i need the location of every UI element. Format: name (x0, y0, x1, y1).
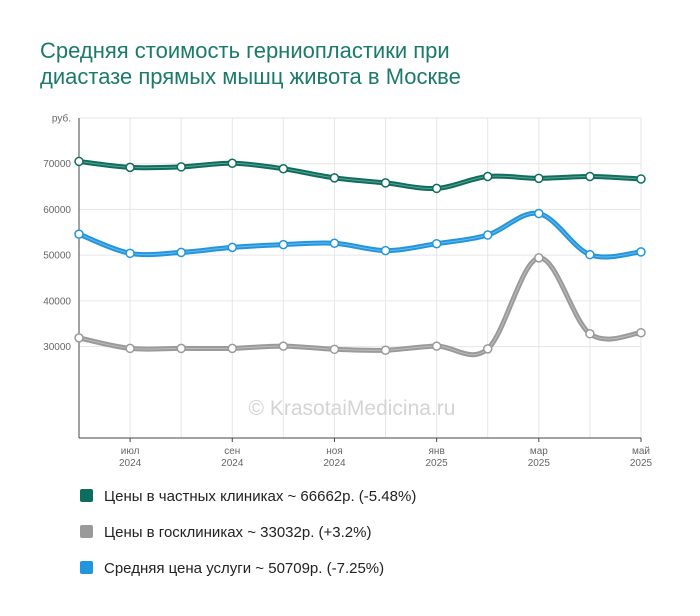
data-point-average[interactable] (278, 239, 289, 250)
legend-swatch-private (80, 489, 93, 502)
series-line-average (76, 210, 644, 260)
x-tick-label-year: 2025 (528, 458, 551, 469)
data-point-private[interactable] (585, 171, 595, 182)
series-layer (76, 158, 644, 358)
data-point-public[interactable] (278, 341, 289, 351)
x-tick-label-month: май (632, 446, 650, 457)
legend-swatch-average (80, 561, 93, 574)
x-tick-label-month: янв (429, 446, 445, 457)
y-tick-label: 70000 (43, 159, 71, 170)
data-point-public[interactable] (74, 333, 84, 343)
data-point-average[interactable] (636, 247, 646, 257)
data-point-private[interactable] (227, 158, 238, 169)
data-point-public[interactable] (176, 343, 186, 354)
series-line-public (76, 255, 644, 358)
data-point-average[interactable] (125, 248, 135, 259)
x-tick-label-year: 2024 (119, 458, 142, 469)
data-point-average[interactable] (176, 247, 186, 258)
data-point-private[interactable] (431, 183, 442, 194)
legend-label-public: Цены в госклиниках ~ 33032р. (+3.2%) (104, 524, 372, 541)
x-tick-label-month: мар (530, 446, 548, 457)
data-point-public[interactable] (482, 344, 493, 354)
data-point-average[interactable] (431, 238, 442, 249)
series-line-highlight-average (78, 212, 642, 258)
data-point-public[interactable] (380, 345, 391, 355)
data-point-private[interactable] (636, 174, 646, 184)
x-tick-label-month: сен (224, 446, 240, 457)
x-tick-label-year: 2024 (323, 458, 346, 469)
watermark: © KrasotaiMedicina.ru (249, 397, 456, 420)
y-tick-label: 40000 (43, 296, 71, 307)
data-point-private[interactable] (329, 173, 340, 183)
data-point-public[interactable] (329, 344, 340, 355)
data-point-private[interactable] (125, 162, 135, 173)
points-layer (74, 156, 646, 355)
legend-swatch-public (80, 525, 93, 538)
axis-layer: 3000040000500006000070000руб.июл2024сен2… (43, 113, 652, 470)
x-tick-label-year: 2025 (426, 458, 449, 469)
data-point-private[interactable] (380, 178, 391, 188)
data-point-average[interactable] (74, 229, 84, 239)
chart-title-line-2: диастазе прямых мышц живота в Москве (40, 64, 461, 89)
data-point-average[interactable] (482, 230, 493, 240)
x-tick-label-month: ноя (326, 446, 343, 457)
series-line-private (76, 158, 644, 192)
legend-label-average: Средняя цена услуги ~ 50709р. (-7.25%) (104, 560, 385, 577)
data-point-public[interactable] (431, 341, 442, 351)
chart-title: Средняя стоимость герниопластики при диа… (40, 38, 660, 90)
chart-title-line-1: Средняя стоимость герниопластики при (40, 38, 450, 63)
line-chart: 3000040000500006000070000руб.июл2024сен2… (43, 113, 652, 470)
data-point-average[interactable] (329, 238, 340, 249)
y-tick-label: 50000 (43, 251, 71, 262)
data-point-private[interactable] (74, 156, 84, 167)
data-point-public[interactable] (227, 343, 238, 354)
grid-layer (79, 117, 642, 438)
data-point-private[interactable] (176, 162, 186, 172)
data-point-private[interactable] (534, 173, 544, 184)
data-point-average[interactable] (227, 242, 238, 253)
data-point-average[interactable] (585, 249, 595, 260)
data-point-public[interactable] (534, 253, 544, 263)
y-tick-label: 60000 (43, 205, 71, 216)
data-point-public[interactable] (125, 343, 135, 354)
x-tick-label-year: 2025 (630, 458, 653, 469)
legend-label-private: Цены в частных клиниках ~ 66662р. (-5.48… (104, 488, 417, 505)
data-point-average[interactable] (380, 245, 391, 256)
data-point-average[interactable] (534, 208, 544, 219)
data-point-public[interactable] (585, 329, 595, 339)
data-point-private[interactable] (482, 171, 493, 182)
data-point-private[interactable] (278, 163, 289, 174)
x-tick-label-month: июл (121, 446, 140, 457)
x-tick-label-year: 2024 (221, 458, 244, 469)
y-axis-unit-label: руб. (52, 113, 71, 125)
data-point-public[interactable] (636, 327, 646, 338)
y-tick-label: 30000 (43, 342, 71, 353)
